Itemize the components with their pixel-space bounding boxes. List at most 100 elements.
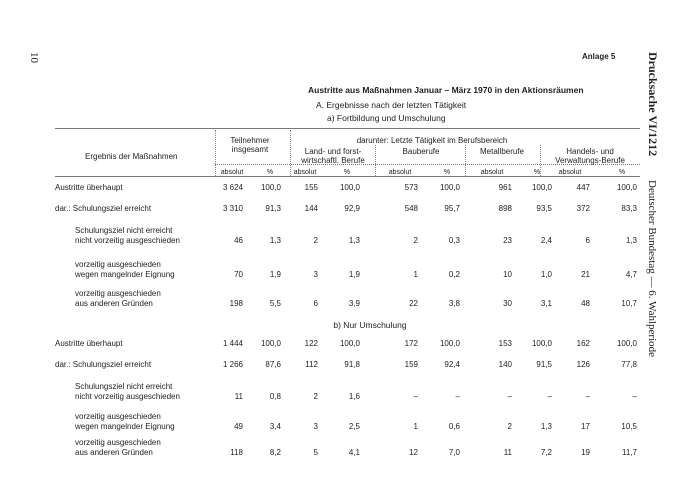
title: Austritte aus Maßnahmen Januar – März 19… bbox=[308, 85, 584, 95]
page-number: 10 bbox=[28, 52, 40, 63]
side-doc: Drucksache VI/1212 bbox=[646, 52, 660, 157]
divider bbox=[290, 130, 291, 176]
cell: 3 624 bbox=[222, 183, 243, 192]
cell: – bbox=[455, 392, 460, 401]
cell: 46 bbox=[234, 236, 243, 245]
row-label: vorzeitig ausgeschieden bbox=[75, 438, 161, 447]
rule bbox=[55, 128, 640, 129]
column-header: absolut bbox=[293, 169, 317, 176]
cell: 2 bbox=[507, 422, 512, 431]
cell: 3,8 bbox=[448, 299, 460, 308]
column-header: % bbox=[443, 169, 451, 176]
subtitle: A. Ergebnisse nach der letzten Tätigkeit bbox=[316, 100, 467, 110]
cell: 2 bbox=[313, 236, 318, 245]
annex: Anlage 5 bbox=[582, 52, 616, 61]
cell: 162 bbox=[576, 339, 590, 348]
cell: 447 bbox=[576, 183, 590, 192]
cell: 87,6 bbox=[265, 360, 281, 369]
group-header: Metallberufe bbox=[479, 147, 525, 156]
cell: 11 bbox=[234, 392, 243, 401]
cell: 10,7 bbox=[621, 299, 637, 308]
divider bbox=[465, 145, 466, 176]
cell: 100,0 bbox=[531, 339, 552, 348]
cell: 898 bbox=[498, 204, 512, 213]
total-header: Teilnehmer bbox=[230, 136, 270, 145]
cell: 100,0 bbox=[339, 339, 360, 348]
row-label: Austritte überhaupt bbox=[55, 183, 123, 192]
cell: 159 bbox=[404, 360, 418, 369]
group-header: Land- und forst- bbox=[304, 147, 362, 156]
group-header: darunter: Letzte Tätigkeit im Berufsbere… bbox=[356, 136, 508, 145]
cell: 0,6 bbox=[448, 422, 460, 431]
cell: 2,5 bbox=[348, 422, 360, 431]
cell: 3 bbox=[313, 270, 318, 279]
cell: 100,0 bbox=[616, 183, 637, 192]
cell: 10,5 bbox=[621, 422, 637, 431]
cell: 100,0 bbox=[339, 183, 360, 192]
cell: 92,9 bbox=[344, 204, 360, 213]
cell: 17 bbox=[581, 422, 590, 431]
row-label: vorzeitig ausgeschieden bbox=[75, 260, 161, 269]
divider bbox=[375, 145, 376, 176]
cell: 83,3 bbox=[621, 204, 637, 213]
cell: 70 bbox=[234, 270, 243, 279]
row-header: Ergebnis der Maßnahmen bbox=[85, 152, 178, 161]
cell: 4,1 bbox=[348, 448, 360, 457]
row-label: Schulungsziel nicht erreicht bbox=[75, 226, 173, 235]
rule bbox=[55, 176, 640, 177]
cell: 0,8 bbox=[269, 392, 281, 401]
cell: 3,1 bbox=[540, 299, 552, 308]
cell: 3 bbox=[313, 422, 318, 431]
cell: 1,3 bbox=[540, 422, 552, 431]
column-header: % bbox=[618, 169, 626, 176]
group-header: Bauberufe bbox=[402, 147, 440, 156]
cell: 1,3 bbox=[625, 236, 637, 245]
cell: 1,0 bbox=[540, 270, 552, 279]
cell: 4,7 bbox=[625, 270, 637, 279]
cell: 6 bbox=[313, 299, 318, 308]
cell: 2,4 bbox=[540, 236, 552, 245]
section-heading: b) Nur Umschulung bbox=[333, 320, 407, 330]
cell: 2 bbox=[413, 236, 418, 245]
cell: 122 bbox=[304, 339, 318, 348]
cell: 3 310 bbox=[222, 204, 243, 213]
cell: 548 bbox=[404, 204, 418, 213]
cell: 19 bbox=[581, 448, 590, 457]
cell: 22 bbox=[409, 299, 418, 308]
cell: 91,5 bbox=[536, 360, 552, 369]
cell: 6 bbox=[585, 236, 590, 245]
cell: 21 bbox=[581, 270, 590, 279]
cell: – bbox=[507, 392, 512, 401]
column-header: absolut bbox=[220, 169, 244, 176]
cell: 12 bbox=[409, 448, 418, 457]
cell: 3,9 bbox=[348, 299, 360, 308]
row-label: Schulungsziel nicht erreicht bbox=[75, 382, 173, 391]
cell: 100,0 bbox=[439, 183, 460, 192]
row-label: nicht vorzeitig ausgeschieden bbox=[75, 392, 180, 401]
column-header: % bbox=[343, 169, 351, 176]
cell: 1 bbox=[413, 422, 418, 431]
cell: 2 bbox=[313, 392, 318, 401]
cell: 112 bbox=[305, 360, 318, 369]
cell: 95,7 bbox=[444, 204, 460, 213]
row-label: aus anderen Gründen bbox=[75, 448, 153, 457]
cell: 49 bbox=[234, 422, 243, 431]
cell: 1,3 bbox=[269, 236, 281, 245]
cell: 1,9 bbox=[348, 270, 360, 279]
total-header: insgesamt bbox=[231, 145, 269, 154]
side-body: Deutscher Bundestag — 6. Wahlperiode bbox=[646, 180, 658, 358]
cell: 30 bbox=[503, 299, 512, 308]
row-label: dar.: Schulungsziel erreicht bbox=[55, 360, 152, 369]
cell: 140 bbox=[498, 360, 512, 369]
row-label: vorzeitig ausgeschieden bbox=[75, 289, 161, 298]
cell: 100,0 bbox=[260, 339, 281, 348]
cell: 7,2 bbox=[540, 448, 552, 457]
cell: 23 bbox=[503, 236, 512, 245]
row-label: aus anderen Gründen bbox=[75, 299, 153, 308]
cell: 91,3 bbox=[265, 204, 281, 213]
cell: 100,0 bbox=[260, 183, 281, 192]
cell: 11 bbox=[503, 448, 512, 457]
cell: 5 bbox=[313, 448, 318, 457]
cell: 1,9 bbox=[269, 270, 281, 279]
